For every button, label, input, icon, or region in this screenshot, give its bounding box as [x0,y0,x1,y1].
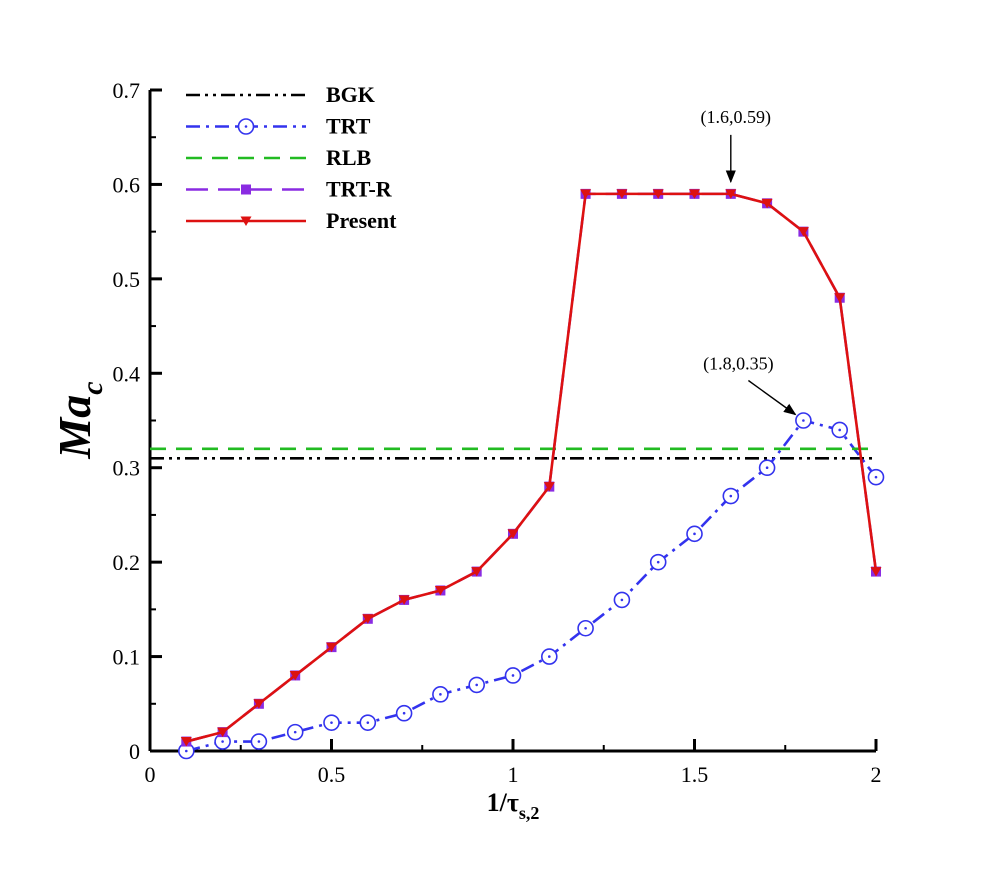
annotation-label: (1.6,0.59) [701,107,772,128]
present-point [362,614,374,624]
legend: BGK TRT RLB TRT-R Present [186,82,397,233]
y-axis-title: Mac [49,381,109,459]
x-tick-label: 1 [508,762,519,787]
series-layer [150,188,885,760]
x-tick-label: 1.5 [681,762,709,787]
legend-item-bgk: BGK [186,82,375,107]
series-present [180,189,882,747]
present-point [797,227,809,237]
legend-item-trt: TRT [186,114,371,139]
y-tick-label: 0 [129,739,140,764]
axes-layer: 0 0.5 1 1.5 2 0 0.1 0.2 0.3 0.4 0.5 0.6 0.7 [113,78,882,787]
x-axis-title: 1/τs,2 [487,788,540,823]
annotation-layer: (1.6,0.59) (1.8,0.35) [701,107,797,416]
trt-point-dot [293,730,297,734]
present-point [543,482,555,492]
present-point [689,189,700,199]
trt-point-dot [874,475,878,479]
legend-item-trt-r: TRT-R [186,177,393,202]
trt-point-dot [729,494,733,498]
y-tick-label: 0.1 [113,645,141,670]
trt-point-dot [584,626,587,630]
annotation-1: (1.6,0.59) [701,107,772,184]
trt-point-dot [693,532,696,536]
present-point [398,595,410,605]
legend-marker-dot [244,125,248,128]
trt-point-dot [185,749,188,753]
present-point [326,642,337,653]
series-trt [178,412,885,760]
annotation-2: (1.8,0.35) [703,354,797,416]
trt-point-dot [656,560,660,564]
x-tick-label: 0.5 [318,762,346,787]
y-tick-label: 0.6 [113,172,141,197]
y-tick-label: 0.4 [113,361,141,386]
trt-point-dot [221,740,224,743]
legend-marker [240,216,252,226]
x-tick-label: 2 [871,762,882,787]
x-axis-title-main: 1/τ [487,788,519,817]
y-tick-label: 0.7 [113,78,141,103]
trt-point-dot [366,721,370,724]
trt-point-dot [765,466,769,470]
present-point [834,293,846,303]
axis-titles: 1/τs,2 Mac [49,381,539,823]
present-point [434,585,446,596]
trt-point-dot [838,428,841,432]
trt-point-dot [439,693,442,696]
present-point [580,189,592,199]
present-point [180,737,192,747]
y-tick-label: 0.2 [113,550,141,575]
y-tick-label: 0.5 [113,267,141,292]
present-point [289,670,301,681]
trt-point-dot [330,721,333,724]
legend-marker [241,184,251,195]
y-tick-label: 0.3 [113,456,141,481]
present-point [725,189,737,199]
present-point [253,699,265,709]
x-tick-label: 0 [145,762,156,787]
present-point [652,189,664,199]
y-axis-title-subscript: c [76,381,109,394]
present-line [185,192,878,743]
trt-point-dot [620,598,624,602]
annotation-arrow [747,379,797,416]
legend-item-present: Present [186,208,397,233]
legend-label: RLB [326,145,372,170]
trt-point-dot [548,655,551,658]
trt-point-dot [802,419,805,422]
trt-point-dot [511,674,515,677]
trt-point-dot [257,740,261,743]
annotation-label: (1.8,0.35) [703,354,774,375]
present-point [616,189,628,199]
series-trt-r [181,188,881,747]
legend-label: BGK [326,82,375,107]
present-point [761,198,773,209]
present-point [870,567,882,577]
trt-point-dot [402,711,406,715]
x-axis-title-subscript: s,2 [519,803,540,823]
legend-item-rlb: RLB [186,145,372,170]
legend-label: TRT-R [326,177,393,202]
y-axis-title-main: Ma [49,395,100,460]
legend-label: TRT [326,114,371,139]
trt-point-dot [475,683,479,687]
present-point [471,567,483,577]
present-point [507,529,519,539]
legend-label: Present [326,208,397,233]
present-point [217,727,229,738]
